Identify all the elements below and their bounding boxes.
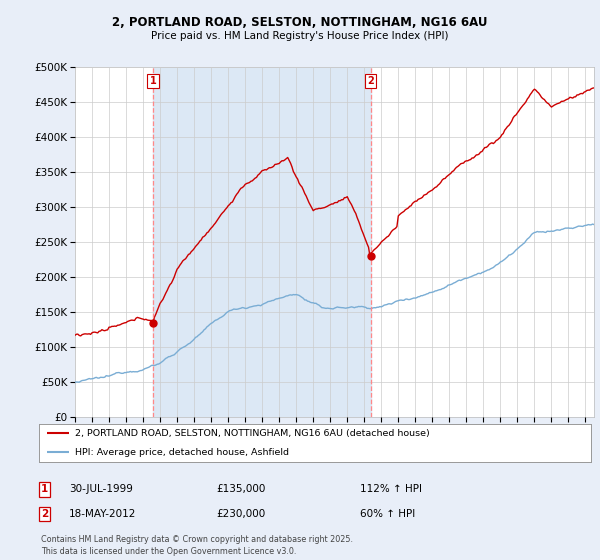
Text: 60% ↑ HPI: 60% ↑ HPI bbox=[360, 509, 415, 519]
Text: Contains HM Land Registry data © Crown copyright and database right 2025.
This d: Contains HM Land Registry data © Crown c… bbox=[41, 535, 353, 556]
Text: 112% ↑ HPI: 112% ↑ HPI bbox=[360, 484, 422, 494]
Text: £135,000: £135,000 bbox=[216, 484, 265, 494]
Text: 2, PORTLAND ROAD, SELSTON, NOTTINGHAM, NG16 6AU: 2, PORTLAND ROAD, SELSTON, NOTTINGHAM, N… bbox=[112, 16, 488, 29]
Text: 30-JUL-1999: 30-JUL-1999 bbox=[69, 484, 133, 494]
Text: £230,000: £230,000 bbox=[216, 509, 265, 519]
Bar bbox=[153, 67, 371, 417]
Text: Price paid vs. HM Land Registry's House Price Index (HPI): Price paid vs. HM Land Registry's House … bbox=[151, 31, 449, 41]
Text: 1: 1 bbox=[41, 484, 48, 494]
Text: 2: 2 bbox=[41, 509, 48, 519]
Text: 18-MAY-2012: 18-MAY-2012 bbox=[69, 509, 136, 519]
Text: 1: 1 bbox=[149, 76, 157, 86]
Text: HPI: Average price, detached house, Ashfield: HPI: Average price, detached house, Ashf… bbox=[75, 448, 289, 457]
Text: 2: 2 bbox=[367, 76, 374, 86]
Text: 2, PORTLAND ROAD, SELSTON, NOTTINGHAM, NG16 6AU (detached house): 2, PORTLAND ROAD, SELSTON, NOTTINGHAM, N… bbox=[75, 429, 430, 438]
